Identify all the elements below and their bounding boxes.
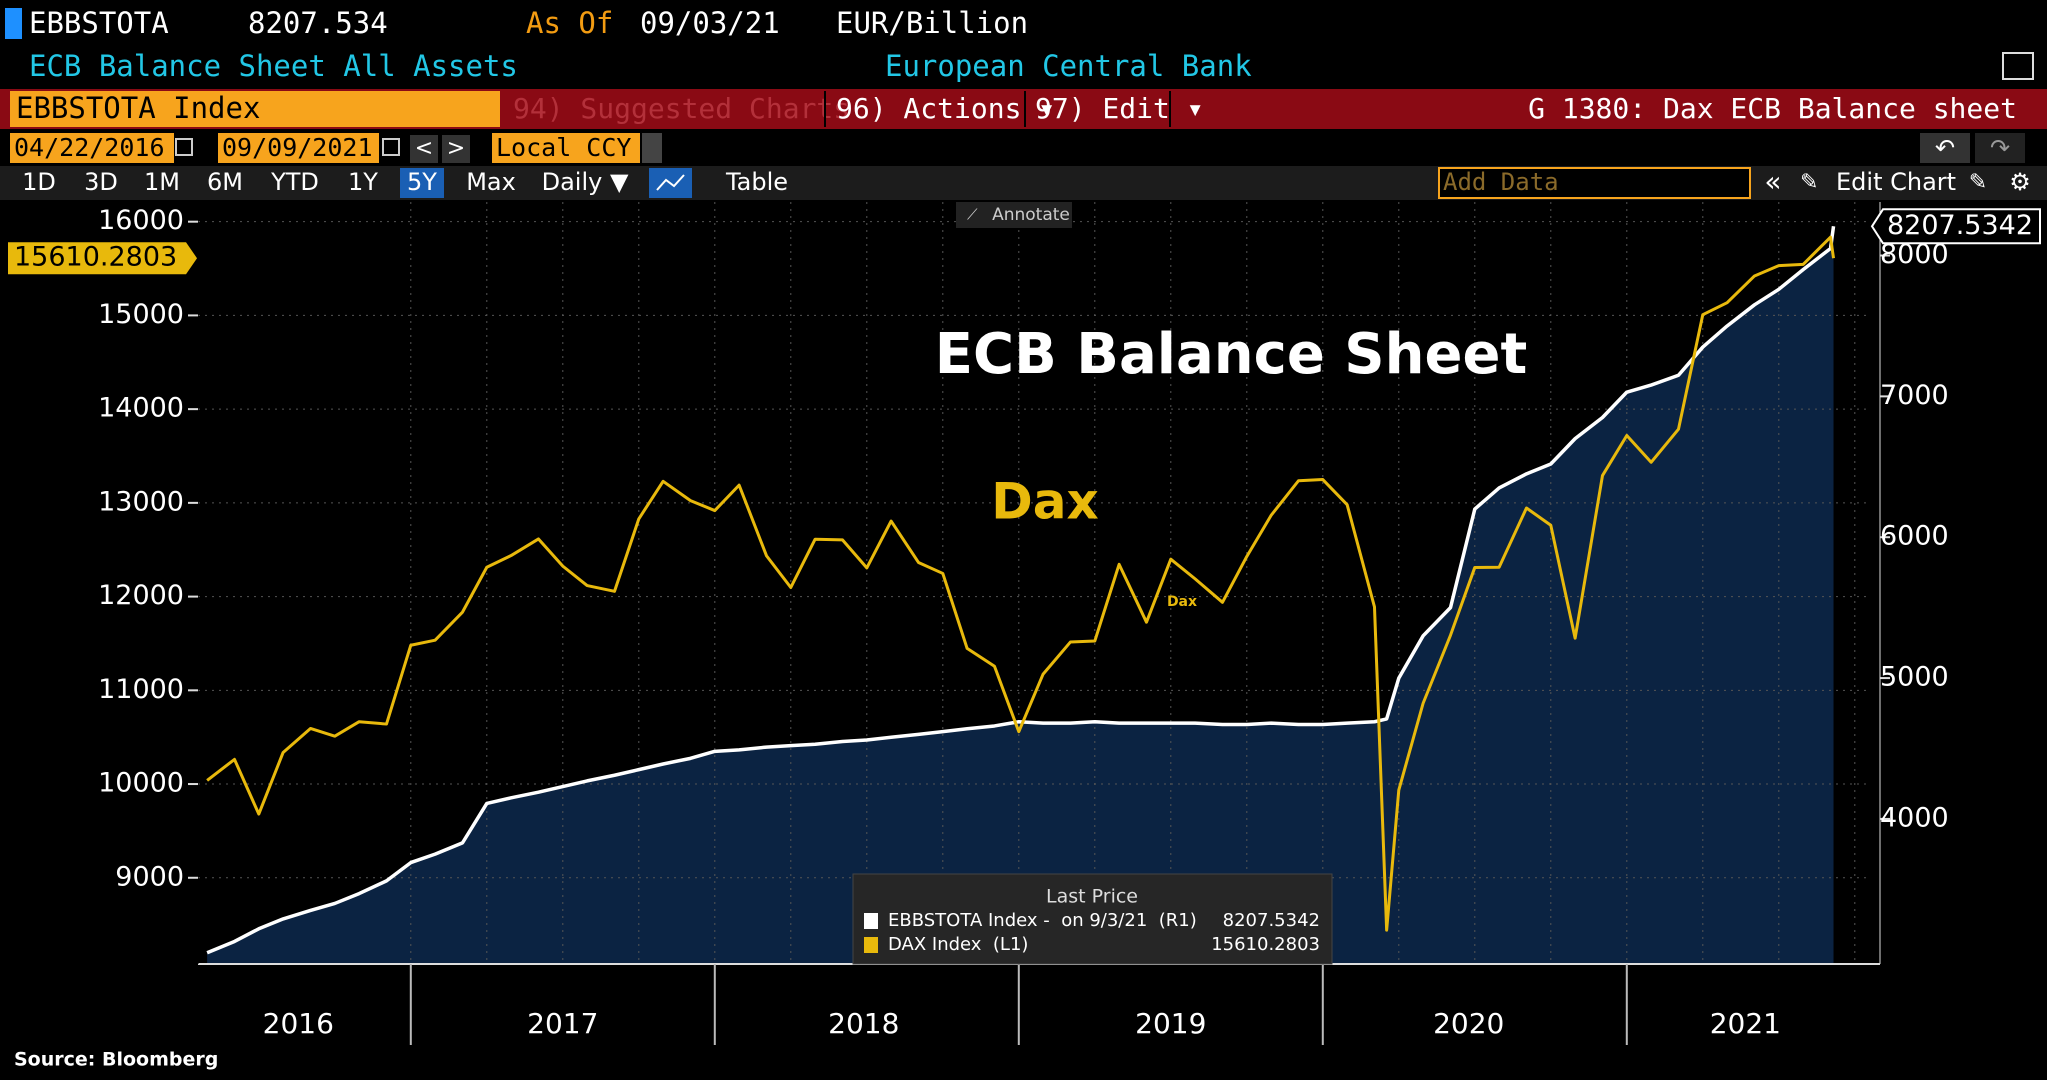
legend-value: 8207.5342 (1223, 910, 1320, 931)
y2-tick-label: 5000 (1880, 662, 1949, 693)
popout-icon[interactable] (2002, 52, 2034, 80)
collapse-icon[interactable]: « (1764, 165, 1781, 198)
add-data-box[interactable] (1438, 167, 1751, 199)
y2-tick-label: 6000 (1880, 521, 1949, 552)
next-icon: > (447, 136, 465, 161)
undo-button[interactable] (1920, 133, 1970, 163)
range-button[interactable]: Max (466, 168, 516, 196)
pencil-icon: ✎ (1800, 170, 1818, 195)
legend-title: Last Price (1046, 886, 1138, 908)
last-value-label: 8207.5342 (1887, 210, 2033, 241)
range-button[interactable]: 1Y (348, 168, 378, 196)
frequency[interactable]: Daily ▼ (542, 168, 629, 196)
chart-type-icon (656, 174, 685, 191)
settings-icon[interactable]: ⚙ (2009, 168, 2031, 196)
currency-box[interactable] (492, 133, 640, 163)
annotate: Annotate (992, 205, 1070, 225)
currency-dropdown[interactable] (642, 133, 662, 163)
as-of-label: As Of (526, 6, 613, 40)
end-date: 09/09/2021 (222, 133, 373, 162)
legend-entry: DAX Index (L1) (888, 934, 1028, 955)
range-button[interactable]: YTD (270, 168, 319, 196)
series-area (207, 226, 1834, 964)
series-line (206, 226, 1836, 955)
x-tick-label: 2016 (263, 1007, 334, 1040)
actions-menu[interactable]: 96) Actions ▾ (836, 92, 1055, 125)
range-button[interactable]: 5Y (407, 168, 437, 196)
legend-box (852, 873, 1333, 965)
currency: Local CCY (496, 133, 631, 162)
suggested-charts[interactable]: 94) Suggested Charts (513, 92, 850, 125)
y-tick-label: 14000 (98, 393, 184, 424)
y-tick-label: 12000 (98, 580, 184, 611)
y-tick-label: 13000 (98, 486, 184, 517)
end-date-box[interactable] (218, 133, 379, 163)
security-box[interactable] (10, 91, 500, 127)
last-value-label: 15610.2803 (14, 242, 177, 273)
y-tick-label: 15000 (98, 299, 184, 330)
calendar-icon[interactable] (382, 138, 400, 156)
annotation: Dax (991, 473, 1099, 531)
prev-icon: < (415, 136, 433, 161)
legend-entry: EBBSTOTA Index - on 9/3/21 (R1) (888, 910, 1197, 931)
legend-value: 15610.2803 (1211, 934, 1320, 955)
annotate-button[interactable] (956, 202, 1072, 228)
annotation: ECB Balance Sheet (935, 322, 1527, 387)
range-button[interactable]: 1M (144, 168, 180, 196)
description: ECB Balance Sheet All Assets (29, 49, 518, 83)
x-tick-label: 2020 (1433, 1007, 1504, 1040)
legend-swatch (864, 937, 878, 953)
draw-icon[interactable]: ✎ (1969, 170, 1987, 195)
legend-swatch (864, 913, 878, 929)
range-button[interactable]: 6M (207, 168, 243, 196)
y2-tick-label: 4000 (1880, 802, 1949, 833)
ticker-marker (5, 8, 22, 39)
y2-tick-label: 7000 (1880, 380, 1949, 411)
annotate-icon: ⟋ (967, 206, 978, 224)
last-value-tag (8, 242, 197, 275)
next-button[interactable] (442, 135, 470, 163)
calendar-icon[interactable] (175, 138, 193, 156)
range-button[interactable]: 1D (22, 168, 56, 196)
source-name: European Central Bank (885, 49, 1252, 83)
x-tick-label: 2018 (828, 1007, 899, 1040)
table-button[interactable]: Table (725, 168, 788, 196)
edit-menu[interactable]: 97) Edit ▾ (1035, 92, 1204, 125)
units: EUR/Billion (836, 6, 1028, 40)
redo-button[interactable] (1975, 133, 2025, 163)
add-data: Add Data (1443, 168, 1559, 196)
prev-button[interactable] (410, 135, 438, 163)
y-tick-label: 16000 (98, 205, 184, 236)
y-tick-label: 11000 (98, 674, 184, 705)
edit-chart[interactable]: Edit Chart (1836, 168, 1956, 196)
range-buttons: 1D 3D 1M 6M YTD 1Y 5Y Max (22, 168, 516, 198)
start-date-box[interactable] (10, 133, 174, 163)
range-active (400, 168, 444, 198)
ticker: EBBSTOTA (29, 6, 169, 40)
start-date: 04/22/2016 (14, 133, 165, 162)
undo-icon: ↶ (1935, 134, 1955, 162)
range-button[interactable]: 3D (84, 168, 118, 196)
chart-name: G 1380: Dax ECB Balance sheet (1528, 92, 2017, 125)
y-tick-label: 10000 (98, 768, 184, 799)
redo-icon: ↷ (1990, 134, 2010, 162)
x-tick-label: 2019 (1135, 1007, 1206, 1040)
series-line (206, 235, 1836, 932)
x-tick-label: 2017 (527, 1007, 598, 1040)
plot: 9000 10000 11000 12000 13000 14000 15000 16000 4… (8, 202, 2041, 1045)
security: EBBSTOTA Index (16, 91, 260, 125)
source: Source: Bloomberg (14, 1049, 218, 1071)
x-tick-label: 2021 (1710, 1007, 1781, 1040)
last-value-tag (1870, 208, 2041, 245)
as-of-date: 09/03/21 (640, 6, 780, 40)
price: 8207.534 (248, 6, 388, 40)
y-tick-label: 9000 (115, 861, 184, 892)
annotation: Dax (1167, 594, 1197, 610)
